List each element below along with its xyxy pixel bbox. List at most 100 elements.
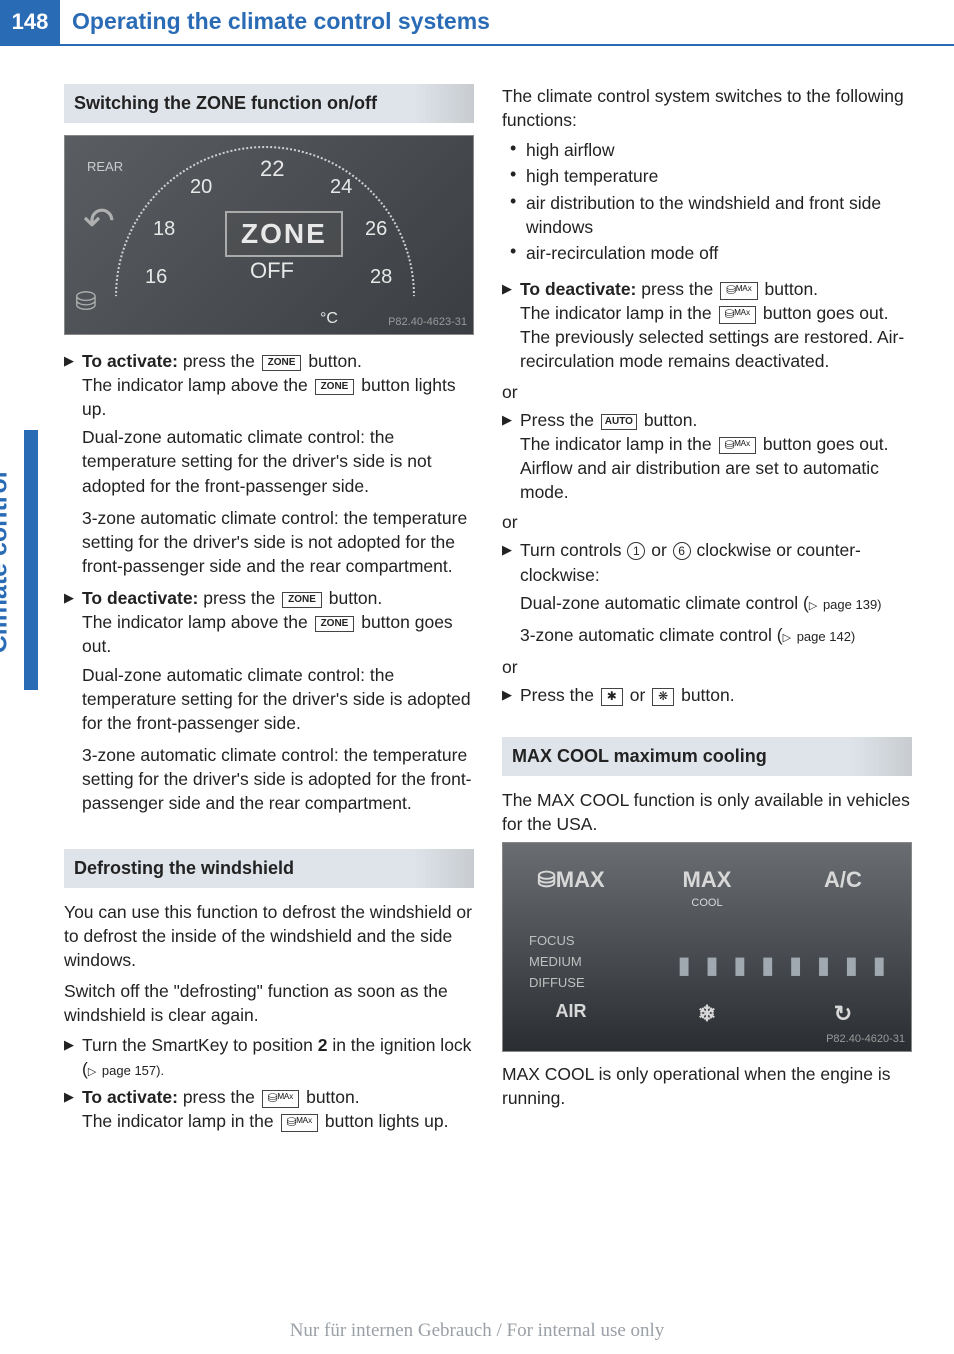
figure-zone-display: REAR 22 20 24 18 26 16 28 ZONE OFF °C P8… [64,135,474,335]
fig-code: P82.40-4623-31 [388,315,467,330]
footer-text: Nur für internen Gebrauch / For internal… [0,1318,954,1344]
fig-deg: °C [320,308,338,330]
turn-or: or [646,540,671,560]
page-ref-157: page 157). [88,1063,164,1078]
deactivate-text-b: button. [324,588,382,608]
fig2-ac: A/C [775,865,911,911]
side-tab-bar [24,430,38,690]
fig2-max-icon: ⛁MAX [503,865,639,911]
right-deactivate: ▶ To deactivate: press the ⛁ᴹᴬˣ button. … [502,277,912,374]
page-ref-142: page 142) [783,629,856,644]
heading-defrost: Defrosting the windshield [64,849,474,888]
bullet-3-text: air distribution to the windshield and f… [526,191,912,239]
page-header: 148 Operating the climate control system… [0,0,954,46]
bullet-4: •air-recirculation mode off [502,241,912,265]
bullet-2-text: high temperature [526,164,658,188]
fig2-bars: ▮ ▮ ▮ ▮ ▮ ▮ ▮ ▮ [656,931,911,993]
action-marker-icon: ▶ [502,683,520,704]
bullet-4-text: air-recirculation mode off [526,241,718,265]
deactivate-step: ▶ To deactivate: press the ZONE button. … [64,586,474,658]
defrost-step1: ▶ Turn the SmartKey to position 2 in the… [64,1033,474,1081]
bullet-2: •high temperature [502,164,912,188]
defrost-max-icon: ⛁ᴹᴬˣ [281,1114,319,1132]
left-column: Switching the ZONE function on/off REAR … [64,84,474,1137]
right-deact-a: press the [636,279,718,299]
dual-link: Dual-zone automatic climate control ( pa… [502,591,912,615]
press-auto-a: Press the [520,410,599,430]
press-auto-b: button. [639,410,697,430]
defrost-step1a: Turn the SmartKey to position [82,1035,318,1055]
defrost-line2a: The indicator lamp in the [82,1111,279,1131]
maxcool-p1: The MAX COOL function is only available … [502,788,912,836]
bullet-icon: • [510,191,526,239]
fig-24: 24 [330,174,352,202]
right-column: The climate control system switches to t… [502,84,912,1137]
defrost-activate-label: To activate: [82,1087,178,1107]
zone-button-icon: ZONE [315,616,355,632]
defrost-max-icon: ⛁ᴹᴬˣ [720,282,758,300]
fig-wave-icon: ⛁ [75,284,97,320]
defrost-line2b: button lights up. [320,1111,448,1131]
or-2: or [502,510,912,534]
defrost-max-icon: ⛁ᴹᴬˣ [262,1090,300,1108]
fig-rear: REAR [87,158,123,176]
or-3: or [502,655,912,679]
fig-22: 22 [260,154,284,184]
or-1: or [502,380,912,404]
fig2-air: AIR [503,999,639,1029]
action-marker-icon: ▶ [64,1033,82,1054]
fan-down-icon: ❋ [652,688,674,706]
defrost-step1-bold: 2 [318,1035,328,1055]
defrost-max-icon: ⛁ᴹᴬˣ [719,306,757,324]
action-marker-icon: ▶ [64,349,82,370]
fig2-recirc-icon: ↻ [775,999,911,1029]
action-marker-icon: ▶ [502,408,520,429]
right-p1: The climate control system switches to t… [502,84,912,132]
figure-maxcool: ⛁MAX MAXCOOL A/C FOCUS MEDIUM DIFFUSE ▮ … [502,842,912,1052]
defrost-activate: ▶ To activate: press the ⛁ᴹᴬˣ button. Th… [64,1085,474,1133]
fig-arrow-icon: ↶ [83,196,115,248]
fig2-max: MAXCOOL [639,865,775,911]
bullet-1-text: high airflow [526,138,615,162]
action-marker-icon: ▶ [502,538,520,559]
auto-button-icon: AUTO [601,414,637,430]
maxcool-p2: MAX COOL is only operational when the en… [502,1062,912,1110]
zone3-p2: 3-zone automatic climate control: the te… [64,743,474,815]
deactivate-label: To deactivate: [82,588,198,608]
dual-link-a: Dual-zone automatic climate control ( [520,593,809,613]
fig-zone-btn: ZONE [225,211,343,258]
bullet-icon: • [510,241,526,265]
zone3-link: 3-zone automatic climate control ( page … [502,623,912,647]
fig2-code: P82.40-4620-31 [826,1032,905,1047]
heading-zone: Switching the ZONE function on/off [64,84,474,123]
action-marker-icon: ▶ [64,586,82,607]
action-marker-icon: ▶ [64,1085,82,1106]
defrost-activate-a: press the [178,1087,260,1107]
page-number: 148 [0,0,60,44]
deactivate-text-a: press the [198,588,280,608]
fig-20: 20 [190,174,212,202]
turn-controls: ▶ Turn controls 1 or 6 clockwise or coun… [502,538,912,586]
press-auto: ▶ Press the AUTO button. The indicator l… [502,408,912,505]
circled-1: 1 [627,542,645,560]
fig-18: 18 [153,216,175,244]
zone-button-icon: ZONE [282,592,322,608]
fig-off: OFF [250,256,294,286]
bullet-1: •high airflow [502,138,912,162]
right-deact-p: The indicator lamp in the [520,303,717,323]
bullet-3: •air distribution to the windshield and … [502,191,912,239]
action-marker-icon: ▶ [502,277,520,298]
press-btn-or: or [625,685,650,705]
heading-maxcool: MAX COOL maximum cooling [502,737,912,776]
press-btn-b: button. [676,685,734,705]
defrost-max-icon: ⛁ᴹᴬˣ [719,437,757,455]
side-tab-label: Climate control [0,471,16,653]
fig2-focus: FOCUS MEDIUM DIFFUSE [503,931,656,993]
defrost-activate-b: button. [301,1087,359,1107]
press-btn-a: Press the [520,685,599,705]
fig-28: 28 [370,264,392,292]
right-deact-b: button. [760,279,818,299]
turn-a: Turn controls [520,540,626,560]
defrost-p1: You can use this function to defrost the… [64,900,474,972]
zone3-link-a: 3-zone automatic climate control ( [520,625,783,645]
